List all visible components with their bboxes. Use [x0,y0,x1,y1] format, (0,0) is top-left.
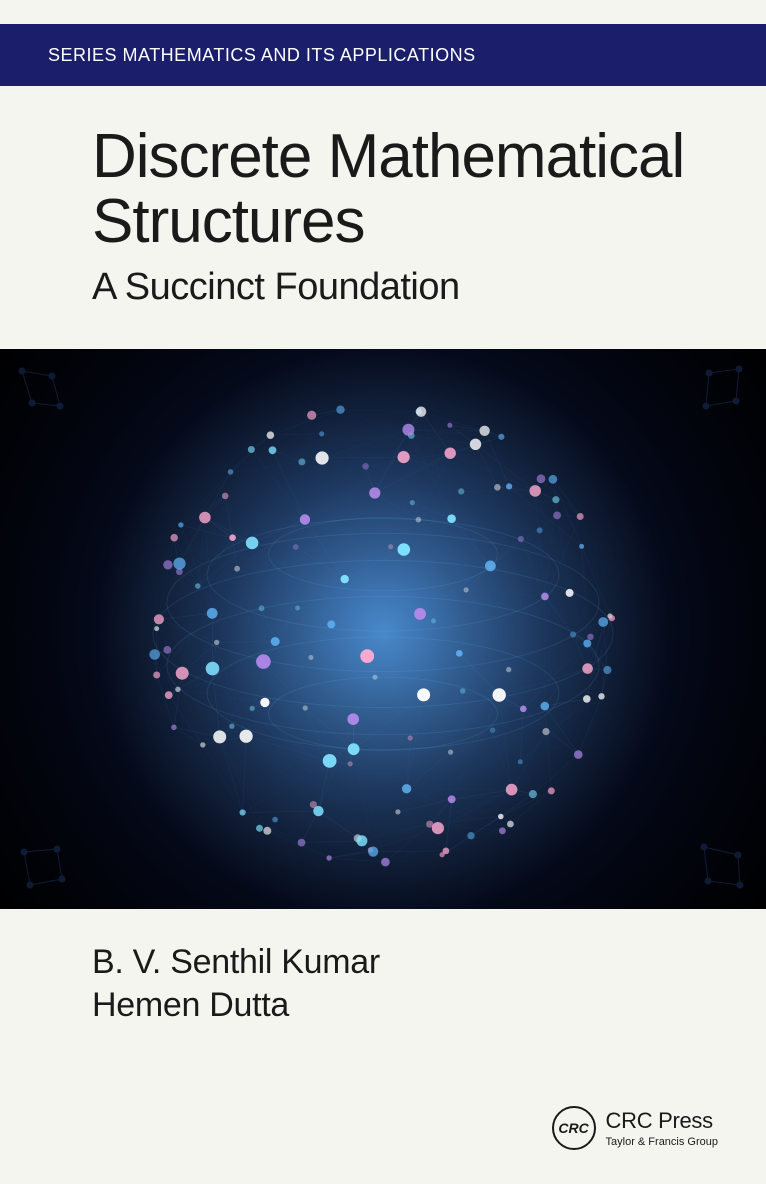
network-sphere-icon [0,349,766,909]
book-subtitle: A Succinct Foundation [92,266,766,309]
authors-block: B. V. Senthil Kumar Hemen Dutta [0,909,766,1026]
author-name: B. V. Senthil Kumar [92,941,766,984]
author-name: Hemen Dutta [92,984,766,1027]
network-illustration [0,349,766,909]
crc-badge-icon: CRC [552,1106,596,1150]
series-label: SERIES MATHEMATICS AND ITS APPLICATIONS [48,45,476,66]
book-title: Discrete Mathematical Structures [92,124,766,254]
title-line-2: Structures [92,187,365,256]
publisher-block: CRC CRC Press Taylor & Francis Group [552,1106,718,1150]
publisher-tagline: Taylor & Francis Group [606,1136,718,1148]
publisher-name: CRC Press [606,1108,718,1134]
title-block: Discrete Mathematical Structures A Succi… [0,86,766,309]
publisher-text: CRC Press Taylor & Francis Group [606,1108,718,1148]
title-line-1: Discrete Mathematical [92,122,684,191]
series-bar: SERIES MATHEMATICS AND ITS APPLICATIONS [0,24,766,86]
